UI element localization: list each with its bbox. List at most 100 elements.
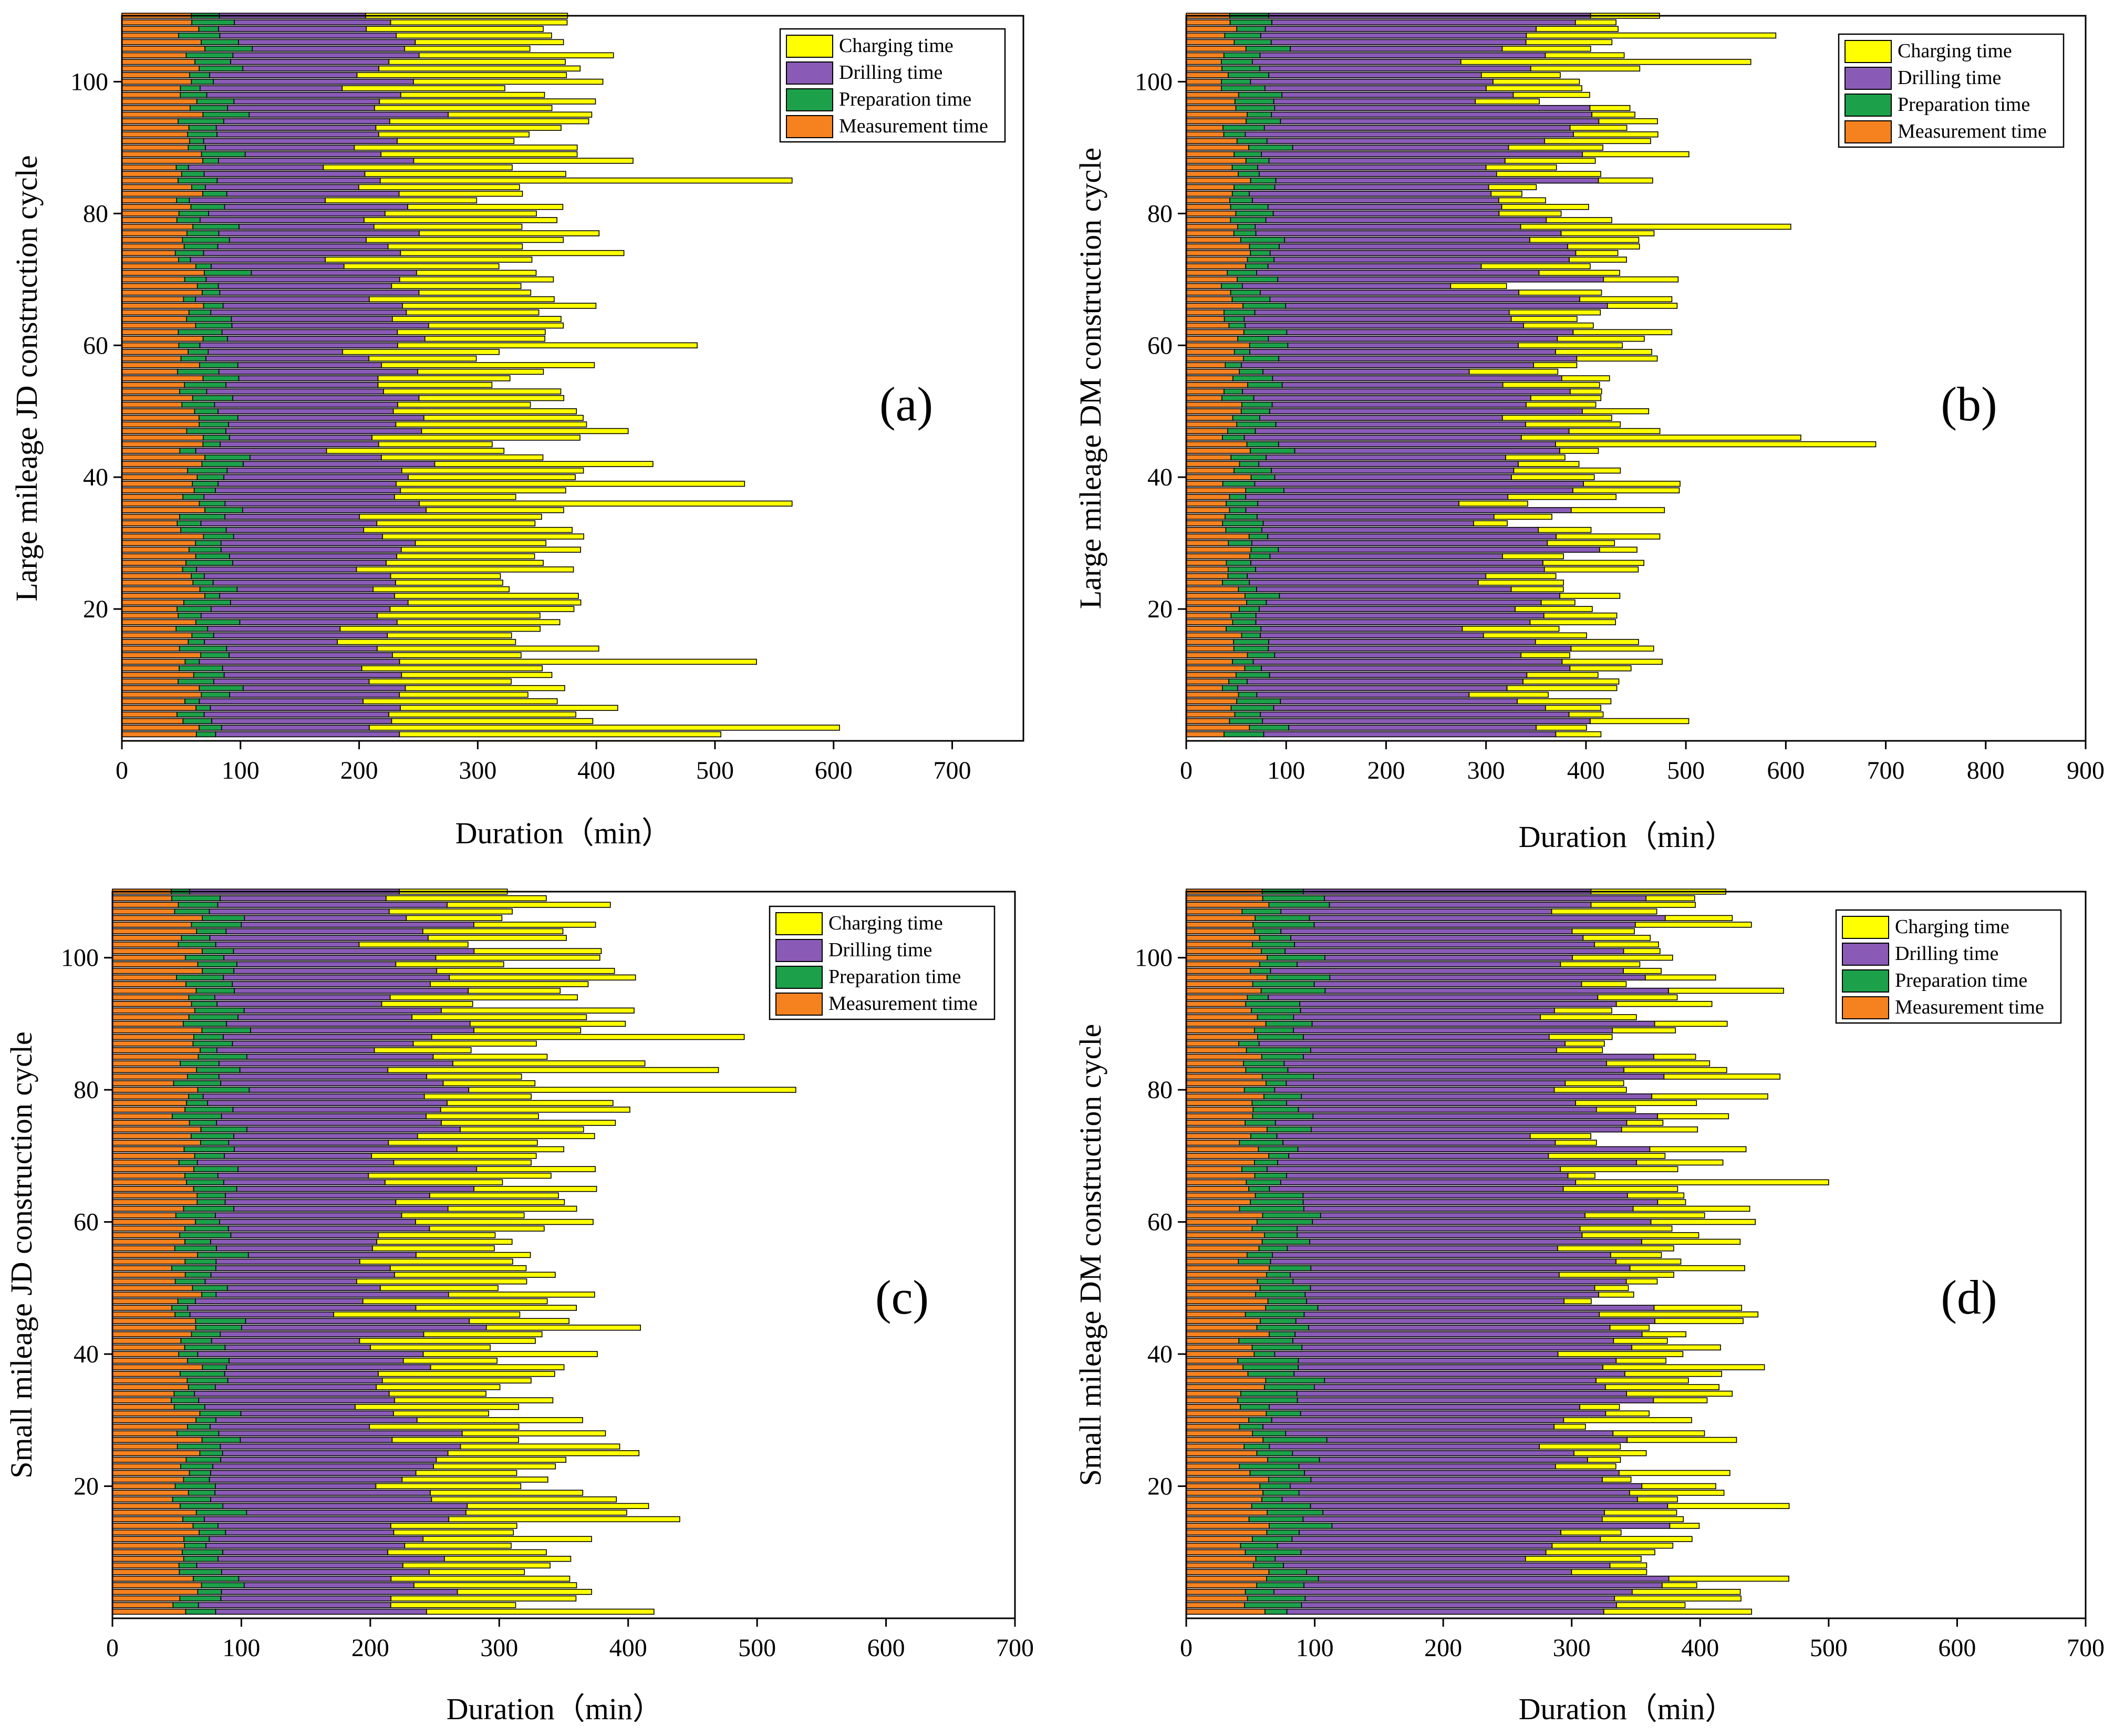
chart-panel-2: 0 100 200 300 400 500 600 70020406080100Duratio…	[4, 888, 1034, 1726]
bar-charging-time-cycle-95	[468, 987, 561, 994]
bar-preparation-time-cycle-84	[191, 184, 206, 190]
bar-charging-time-cycle-16	[1483, 632, 1587, 639]
bar-measurement-time-cycle-9	[1186, 678, 1229, 685]
bar-measurement-time-cycle-47	[1186, 1305, 1266, 1311]
bar-drilling-time-cycle-93	[216, 1001, 382, 1007]
bar-measurement-time-cycle-35	[121, 507, 205, 513]
bar-measurement-time-cycle-59	[1186, 1225, 1253, 1232]
bar-charging-time-cycle-86	[364, 171, 566, 177]
bar-preparation-time-cycle-82	[1229, 197, 1253, 203]
bar-measurement-time-cycle-65	[1186, 309, 1225, 316]
bar-measurement-time-cycle-75	[112, 1120, 190, 1126]
bar-preparation-time-cycle-22	[1249, 1470, 1305, 1476]
bar-charging-time-cycle-72	[343, 263, 500, 270]
bar-charging-time-cycle-92	[1573, 131, 1659, 138]
bar-drilling-time-cycle-91	[203, 138, 398, 144]
bar-charging-time-cycle-34	[359, 513, 542, 520]
bar-charging-time-cycle-60	[1650, 1218, 1756, 1225]
bar-preparation-time-cycle-31	[1248, 533, 1268, 540]
bar-measurement-time-cycle-11	[112, 1543, 185, 1549]
bar-preparation-time-cycle-77	[186, 230, 220, 236]
bar-measurement-time-cycle-17	[121, 626, 177, 632]
bar-preparation-time-cycle-6	[1266, 1575, 1319, 1582]
bar-preparation-time-cycle-105	[1252, 922, 1315, 928]
bar-measurement-time-cycle-42	[1186, 461, 1240, 467]
bar-charging-time-cycle-2	[369, 725, 840, 731]
bar-measurement-time-cycle-77	[112, 1107, 185, 1113]
bar-preparation-time-cycle-70	[184, 276, 207, 283]
bar-preparation-time-cycle-77	[1233, 230, 1257, 236]
bar-drilling-time-cycle-24	[212, 580, 396, 586]
bar-charging-time-cycle-78	[1575, 1100, 1697, 1106]
bar-preparation-time-cycle-58	[1264, 1232, 1298, 1238]
bar-drilling-time-cycle-48	[1275, 421, 1526, 428]
bar-preparation-time-cycle-19	[178, 612, 202, 619]
bar-drilling-time-cycle-4	[221, 1589, 458, 1595]
bar-measurement-time-cycle-51	[121, 401, 183, 408]
bar-charging-time-cycle-108	[1590, 902, 1696, 908]
bar-charging-time-cycle-65	[406, 309, 540, 316]
bar-charging-time-cycle-94	[389, 118, 589, 125]
bar-drilling-time-cycle-36	[224, 500, 420, 507]
bar-measurement-time-cycle-4	[121, 711, 178, 718]
bar-measurement-time-cycle-48	[1186, 1298, 1269, 1305]
bar-preparation-time-cycle-101	[189, 72, 210, 78]
bar-drilling-time-cycle-24	[1319, 1456, 1588, 1463]
bar-measurement-time-cycle-92	[1186, 131, 1225, 138]
bar-measurement-time-cycle-30	[121, 540, 196, 546]
bar-charging-time-cycle-6	[362, 698, 558, 705]
bar-drilling-time-cycle-98	[1281, 91, 1514, 98]
bar-measurement-time-cycle-76	[1186, 1113, 1253, 1120]
legend-label: Drilling time	[1898, 67, 2001, 89]
bar-drilling-time-cycle-76	[229, 236, 367, 243]
bar-preparation-time-cycle-109	[171, 895, 221, 902]
bar-measurement-time-cycle-87	[112, 1040, 194, 1047]
bar-charging-time-cycle-10	[401, 671, 553, 678]
bar-charging-time-cycle-98	[436, 968, 615, 974]
bar-measurement-time-cycle-45	[121, 441, 204, 448]
bar-charging-time-cycle-82	[1663, 1073, 1780, 1080]
bar-measurement-time-cycle-100	[1186, 955, 1268, 961]
bar-measurement-time-cycle-59	[1186, 349, 1235, 355]
bar-charging-time-cycle-79	[364, 217, 558, 223]
bar-preparation-time-cycle-54	[1238, 1258, 1271, 1265]
bar-charging-time-cycle-7	[429, 1569, 525, 1575]
bar-preparation-time-cycle-89	[1254, 1027, 1294, 1034]
bar-preparation-time-cycle-91	[1257, 1014, 1294, 1020]
bar-preparation-time-cycle-102	[1252, 941, 1295, 948]
bar-preparation-time-cycle-106	[1255, 915, 1310, 922]
bar-measurement-time-cycle-9	[121, 678, 179, 685]
bar-measurement-time-cycle-99	[1186, 85, 1222, 91]
bar-drilling-time-cycle-43	[1294, 1331, 1643, 1338]
bar-drilling-time-cycle-56	[216, 1245, 373, 1252]
bar-measurement-time-cycle-31	[1186, 533, 1250, 540]
bar-preparation-time-cycle-16	[191, 632, 214, 639]
bar-charging-time-cycle-23	[1510, 586, 1564, 593]
legend-label: Preparation time	[828, 966, 961, 988]
bar-charging-time-cycle-41	[1513, 467, 1621, 474]
bar-charging-time-cycle-18	[397, 619, 561, 625]
bar-drilling-time-cycle-62	[1286, 329, 1574, 335]
bar-preparation-time-cycle-79	[1263, 1093, 1302, 1100]
bar-charging-time-cycle-52	[394, 1272, 556, 1278]
bar-measurement-time-cycle-65	[121, 309, 190, 316]
bar-charging-time-cycle-68	[418, 290, 532, 296]
bar-preparation-time-cycle-96	[189, 105, 228, 111]
bar-preparation-time-cycle-19	[1230, 612, 1257, 619]
bar-preparation-time-cycle-11	[184, 1543, 206, 1549]
bar-charging-time-cycle-27	[391, 1437, 519, 1443]
x-tick-label: 900	[2067, 757, 2105, 784]
bar-preparation-time-cycle-21	[1246, 599, 1267, 606]
bar-drilling-time-cycle-54	[1270, 1258, 1617, 1265]
bar-charging-time-cycle-47	[1653, 1305, 1743, 1311]
bar-measurement-time-cycle-27	[1186, 1437, 1263, 1443]
bar-drilling-time-cycle-100	[1250, 78, 1494, 85]
bar-charging-time-cycle-42	[434, 461, 654, 467]
bar-preparation-time-cycle-26	[1228, 566, 1256, 573]
bar-preparation-time-cycle-89	[201, 1027, 251, 1034]
bar-measurement-time-cycle-14	[121, 645, 180, 652]
legend-swatch-measurement-time	[1842, 996, 1889, 1019]
bar-charging-time-cycle-75	[387, 243, 523, 250]
bar-measurement-time-cycle-29	[112, 1423, 188, 1430]
bar-drilling-time-cycle-54	[215, 1258, 360, 1265]
